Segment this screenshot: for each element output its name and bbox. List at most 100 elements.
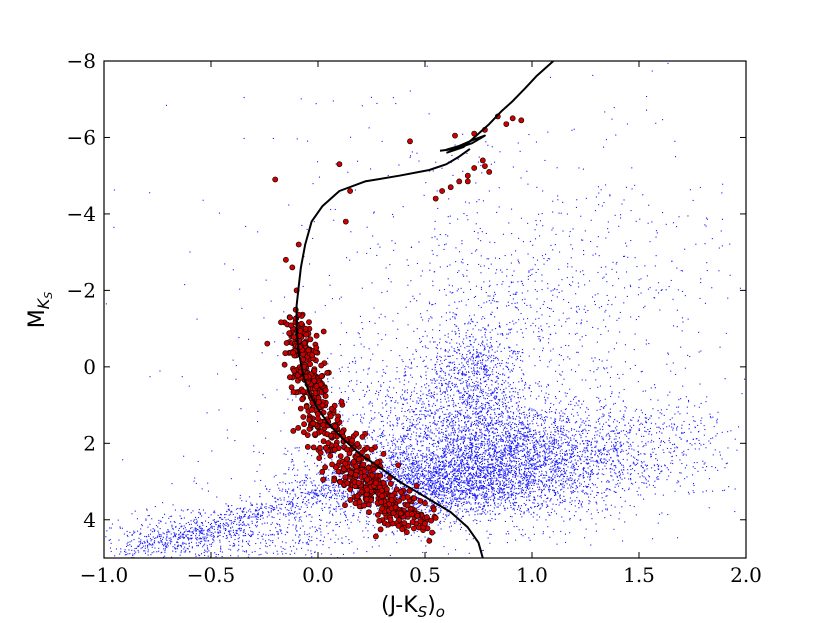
field-star-point [447, 351, 449, 353]
field-star-point [453, 463, 455, 465]
field-star-point [499, 481, 501, 483]
field-star-point [430, 510, 432, 512]
field-star-point [499, 482, 501, 484]
field-star-point [467, 387, 469, 389]
field-star-point [452, 453, 454, 455]
field-star-point [397, 448, 399, 450]
field-star-point [488, 477, 490, 479]
field-star-point [534, 490, 536, 492]
field-star-point [456, 489, 458, 491]
field-star-point [505, 433, 507, 435]
field-star-point [457, 435, 459, 437]
field-star-point [572, 445, 574, 447]
field-star-point [484, 466, 486, 468]
field-star-point [534, 415, 536, 417]
field-star-point [591, 469, 593, 471]
field-star-point [662, 494, 664, 496]
field-star-point [506, 475, 508, 477]
field-star-point [402, 501, 404, 503]
field-star-point [462, 372, 464, 374]
field-star-point [445, 502, 447, 504]
field-star-point [422, 458, 424, 460]
field-star-point [515, 452, 517, 454]
field-star-point [479, 476, 481, 478]
field-star-point [549, 411, 551, 413]
field-star-point [462, 381, 464, 383]
field-star-point [419, 483, 421, 485]
field-star-point [469, 485, 471, 487]
field-star-point [534, 497, 536, 499]
field-star-point [572, 447, 574, 449]
field-star-point [556, 473, 558, 475]
field-star-point [507, 453, 509, 455]
field-star-point [433, 482, 435, 484]
field-star-point [543, 420, 545, 422]
field-star-point [620, 451, 622, 453]
field-star-point [492, 466, 494, 468]
field-star-point [509, 463, 511, 465]
field-star-point [425, 545, 427, 547]
field-star-point [652, 538, 654, 540]
field-star-point [404, 474, 406, 476]
field-star-point [479, 382, 481, 384]
field-star-point [555, 447, 557, 449]
field-star-point [457, 509, 459, 511]
field-star-point [582, 429, 584, 431]
field-star-point [558, 446, 560, 448]
field-star-point [500, 383, 502, 385]
field-star-point [581, 454, 583, 456]
field-star-point [487, 471, 489, 473]
field-star-point [546, 480, 548, 482]
field-star-point [668, 451, 670, 453]
field-star-point [512, 476, 514, 478]
field-star-point [608, 415, 610, 417]
field-star-point [508, 483, 510, 485]
field-star-point [446, 424, 448, 426]
field-star-point [598, 469, 600, 471]
field-star-point [413, 390, 415, 392]
field-star-point [438, 469, 440, 471]
field-star-point [565, 408, 567, 410]
field-star-point [404, 375, 406, 377]
field-star-point [496, 443, 498, 445]
field-star-point [480, 442, 482, 444]
field-star-point [557, 499, 559, 501]
field-star-point [421, 407, 423, 409]
field-star-point [498, 485, 500, 487]
field-star-point [549, 485, 551, 487]
field-star-point [509, 432, 511, 434]
field-star-point [570, 461, 572, 463]
field-star-point [459, 392, 461, 394]
field-star-point [450, 503, 452, 505]
field-star-point [444, 471, 446, 473]
field-star-point [433, 417, 435, 419]
field-star-point [619, 473, 621, 475]
field-star-point [637, 451, 639, 453]
field-star-point [456, 470, 458, 472]
field-star-point [418, 464, 420, 466]
field-star-point [571, 465, 573, 467]
field-star-point [477, 502, 479, 504]
field-star-point [523, 502, 525, 504]
field-star-point [479, 493, 481, 495]
field-star-point [570, 456, 572, 458]
field-star-point [505, 436, 507, 438]
field-star-point [485, 478, 487, 480]
field-star-point [478, 412, 480, 414]
field-star-point [437, 440, 439, 442]
field-star-point [525, 480, 527, 482]
field-star-point [566, 421, 568, 423]
field-star-point [492, 465, 494, 467]
field-star-point [410, 469, 412, 471]
field-star-point [496, 458, 498, 460]
field-star-point [492, 494, 494, 496]
field-star-point [396, 367, 398, 369]
field-star-point [490, 480, 492, 482]
field-star-point [495, 438, 497, 440]
field-star-point [472, 321, 474, 323]
field-star-point [507, 472, 509, 474]
field-star-point [543, 485, 545, 487]
field-star-point [698, 439, 700, 441]
field-star-point [535, 431, 537, 433]
field-star-point [449, 449, 451, 451]
